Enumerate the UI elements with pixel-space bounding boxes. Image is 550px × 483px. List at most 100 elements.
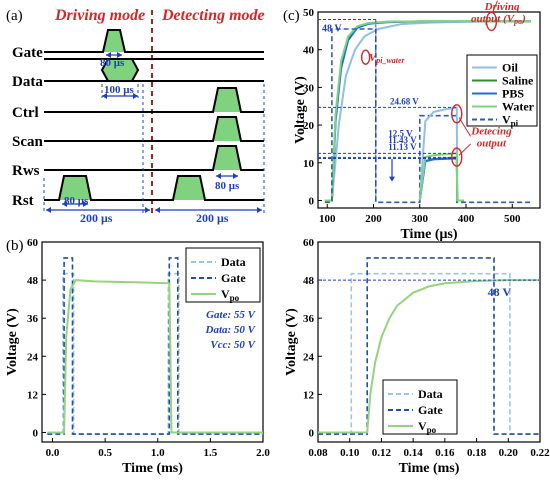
x-tick-label: 0.18	[467, 447, 487, 459]
rst-timing-label: 80 μs	[64, 195, 89, 207]
period-left-dim-arrow-left	[46, 207, 51, 213]
data-dim-arrow-left	[102, 93, 107, 99]
chart-d: 0.08 0.10 0.12 0.14 0.16 0.18 0.20 0.22 0 12 24 36 4…	[284, 237, 550, 476]
panel-c-chart: (c) 100 200 300 400 500 0 10 20 30 40 50 Time (μs) V…	[283, 0, 541, 242]
x-tick-label: 0.16	[435, 447, 455, 459]
y-tick-label: 60	[27, 237, 39, 249]
x-tick-label: 0.22	[530, 447, 550, 459]
detect-liquids-marker	[451, 147, 463, 167]
period-left-label: 200 μs	[80, 211, 113, 225]
period-left-dim-arrow-right	[145, 207, 150, 213]
y-tick-label: 24	[27, 351, 39, 363]
rst-pulse-fill	[173, 176, 205, 200]
supply-annotation: Gate: 55 V	[206, 309, 257, 321]
x-axis-label: Time (μs)	[400, 227, 457, 242]
y-tick-label: 20	[303, 120, 315, 132]
chart-c-frame	[317, 11, 541, 209]
legend-label-water: Water	[502, 100, 535, 114]
x-tick-label: 1.0	[151, 447, 165, 459]
x-tick-label: 1.5	[204, 447, 218, 459]
rst-waveform	[44, 175, 264, 201]
signal-labels: Gate Data Ctrl Scan Rws Rst	[12, 45, 44, 209]
y-tick-label: 48	[27, 275, 39, 287]
y-tick-label: 48	[303, 275, 315, 287]
x-tick-label: 400	[458, 213, 475, 225]
legend-label-oil: Oil	[502, 61, 519, 75]
gate-dim-arrow-left	[106, 52, 111, 58]
data-timing-label: 100 μs	[104, 84, 134, 96]
driving-output-label-1: Driving	[484, 1, 520, 13]
supply-annotation: Vcc: 50 V	[210, 339, 256, 351]
scan-pulse-fill	[213, 117, 241, 141]
y-tick-label: 24	[303, 351, 315, 363]
signal-label-gate: Gate	[12, 45, 43, 61]
chart-c: 100 200 300 400 500 0 10 20 30 40 50 Time (μs) Volta…	[293, 0, 541, 242]
y-tick-label: 0	[33, 427, 39, 439]
driving-mode-label: Driving mode	[54, 7, 145, 24]
vpi-water-label: Vpi_water	[369, 52, 406, 65]
rws-pulse-fill	[213, 146, 241, 170]
x-tick-label: 500	[504, 213, 521, 225]
series-line-gate	[47, 257, 263, 435]
legend-label-saline: Saline	[502, 74, 534, 88]
y-axis-label: Voltage (V)	[5, 308, 20, 376]
y-tick-label: 60	[303, 237, 315, 249]
signal-label-data: Data	[12, 74, 43, 90]
legend-label-data: Data	[418, 387, 443, 401]
annotation-125v: 12.5 V	[388, 128, 413, 138]
x-tick-label: 2.0	[256, 447, 270, 459]
y-tick-label: 0	[309, 195, 315, 207]
panel-a-timing-diagram: (a) Driving mode Detecting mode Gate Data…	[6, 7, 265, 225]
x-tick-label: 0.0	[46, 447, 60, 459]
timing-annotations: 80 μs 100 μs 80 μs 80 μs 200 μs 200 μs	[43, 52, 265, 225]
x-tick-label: 0.12	[372, 447, 392, 459]
y-tick-label: 0	[309, 427, 315, 439]
data-waveform	[44, 58, 264, 82]
rst-pulse-fill	[59, 176, 91, 200]
annotation-1113v: 11.13 V	[388, 142, 417, 152]
y-tick-label: 30	[303, 82, 315, 94]
y-tick-label: 40	[303, 45, 315, 57]
detecting-mode-label: Detecting mode	[161, 7, 265, 24]
rws-timing-label: 80 μs	[215, 180, 240, 192]
x-tick-label: 100	[319, 213, 336, 225]
chart-b-frame	[41, 241, 264, 443]
ctrl-waveform	[44, 87, 264, 113]
detect-output-label-1: Detecing	[470, 126, 512, 138]
period-right-label: 200 μs	[196, 211, 229, 225]
y-axis-label: Voltage (V)	[293, 76, 308, 144]
y-tick-label: 36	[27, 313, 39, 325]
annotation-2468v: 24.68 V	[390, 96, 419, 106]
period-right-dim-arrow-left	[155, 207, 160, 213]
y-tick-label: 12	[303, 389, 315, 401]
legend-label-sub: po	[230, 293, 240, 303]
rws-dim-arrow-right	[233, 173, 238, 179]
detect-oil-marker	[451, 104, 463, 124]
chart-b: 0.0 0.5 1.0 1.5 2.0 0 12 24 36 48 60 Time (ms) Volta…	[5, 237, 270, 476]
panel-c-label: (c)	[283, 8, 300, 24]
series-line-vpo	[47, 279, 263, 434]
x-tick-label: 0.14	[404, 447, 424, 459]
annotation-48v: 48 V	[322, 24, 342, 35]
rst-dim-arrow-right	[83, 201, 88, 207]
timing-waveforms	[44, 29, 264, 201]
y-tick-label: 12	[27, 389, 39, 401]
legend-label-data: Data	[221, 255, 246, 269]
signal-label-scan: Scan	[12, 134, 44, 150]
x-axis-label: Time (ms)	[399, 461, 460, 476]
vpi-water-sub: pi_water	[375, 56, 405, 65]
driving-output-marker	[485, 11, 498, 32]
x-axis-label: Time (ms)	[122, 461, 183, 476]
panel-a-label: (a)	[6, 8, 23, 24]
annotation-down-arrowhead	[389, 176, 395, 182]
signal-label-ctrl: Ctrl	[12, 105, 39, 121]
rws-dim-arrow-left	[216, 173, 221, 179]
annotation-48v: 48 V	[488, 285, 512, 299]
x-tick-label: 0.10	[340, 447, 360, 459]
legend-label-sub: pi	[511, 119, 519, 129]
driving-output-label-2: output (Vpo)	[471, 13, 526, 26]
detect-callout-lines	[458, 117, 472, 156]
x-tick-label: 0.5	[98, 447, 112, 459]
x-tick-label: 0.20	[499, 447, 519, 459]
